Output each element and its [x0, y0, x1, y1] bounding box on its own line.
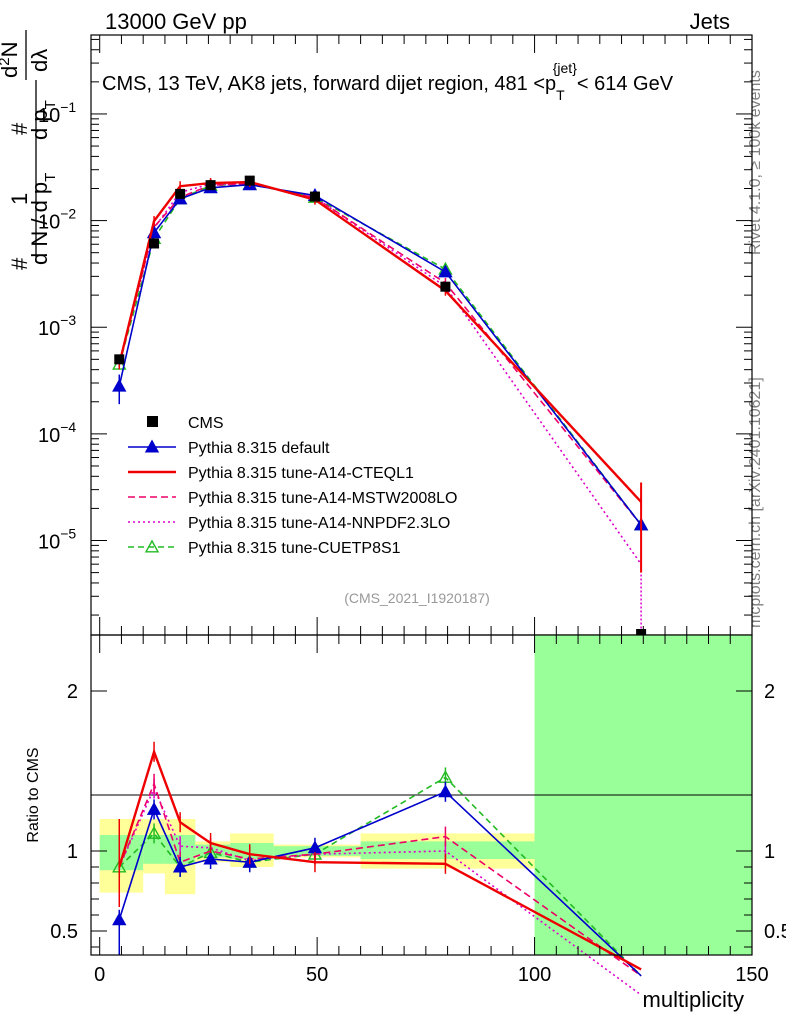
- header-process: 13000 GeV pp: [105, 9, 247, 34]
- cms-data-point: [244, 175, 255, 186]
- ratio-frame: [90, 634, 753, 956]
- x-axis-label: multiplicity: [643, 987, 744, 1012]
- cms-data-point: [309, 191, 320, 202]
- legend: CMS Pythia 8.315 default Pythia 8.315 tune…: [128, 415, 457, 557]
- ratio-line-0: [118, 790, 642, 977]
- svg-text:d pT: d pT: [27, 100, 59, 140]
- cms-data-point: [205, 180, 216, 191]
- main-panel: 10−5 10−4 10−3 10−2 10−1 CMS, 13 TeV, AK8 je…: [38, 34, 753, 639]
- x-tick-label: 0: [94, 964, 105, 986]
- main-ylabel: # 1 d N / d pT # d pT d2N dλ: [0, 30, 59, 270]
- ratio-line-1: [118, 748, 642, 971]
- x-tick-label: 150: [735, 964, 768, 986]
- ratio-line-4: [118, 776, 642, 977]
- ratio-point: [146, 801, 162, 815]
- x-tick-label: 50: [306, 964, 328, 986]
- ratio-point: [172, 859, 188, 873]
- legend-label: Pythia 8.315 default: [188, 440, 330, 457]
- svg-text:d N / d pT: d N / d pT: [27, 173, 59, 265]
- series-line-3: [118, 182, 642, 526]
- ratio-ylabel: Ratio to CMS: [25, 747, 42, 842]
- legend-label: Pythia 8.315 tune-CUETP8S1: [188, 540, 401, 557]
- svg-text:1: 1: [7, 193, 32, 205]
- y-tick-label: 10−1: [38, 99, 76, 127]
- uncertainty-band-inner: [143, 835, 165, 864]
- ratio-line-2: [118, 781, 642, 977]
- ratio-point: [146, 825, 162, 839]
- ratio-point: [438, 784, 453, 798]
- data-point: [438, 264, 453, 278]
- series-line-1: [118, 183, 642, 526]
- cms-data-point: [440, 281, 451, 292]
- plot-title: CMS, 13 TeV, AK8 jets, forward dijet reg…: [102, 60, 674, 103]
- y-tick-label: 10−4: [38, 419, 76, 447]
- cms-data-point: [149, 238, 160, 249]
- ratio-y-tick-label: 1: [67, 841, 78, 863]
- ratio-y-tick-label: 0.5: [50, 921, 78, 943]
- legend-marker: [144, 539, 160, 553]
- legend-marker: [147, 416, 158, 427]
- y-tick-label: 10−2: [38, 206, 76, 234]
- svg-text:d2N: d2N: [0, 42, 22, 78]
- cms-data-point: [175, 188, 186, 199]
- mcplots-label: mcplots.cern.ch [arXiv:2401.10621]: [747, 377, 764, 628]
- series-line-2: [118, 180, 642, 503]
- x-tick-label: 100: [518, 964, 551, 986]
- y-tick-label: 10−5: [38, 526, 76, 554]
- legend-label: Pythia 8.315 tune-A14-CTEQL1: [188, 465, 414, 482]
- legend-label: CMS: [188, 415, 224, 432]
- ratio-panel: 0.5 0.5 1 1 2 2 0 50 100 150 Ratio to CMS multip…: [25, 634, 786, 1012]
- y-tick-label: 10−3: [38, 312, 76, 340]
- ratio-y-tick-label: 2: [67, 681, 78, 703]
- uncertainty-band-inner: [360, 841, 535, 859]
- ratio-y-tick-label: 2: [764, 681, 775, 703]
- rivet-version-label: Rivet 4.1.0, ≥ 100k events: [747, 70, 764, 255]
- svg-text:#: #: [7, 257, 32, 270]
- svg-text:dλ: dλ: [27, 49, 52, 72]
- header-category: Jets: [690, 9, 730, 34]
- ratio-point: [203, 851, 218, 865]
- legend-label: Pythia 8.315 tune-A14-MSTW2008LO: [188, 490, 457, 507]
- ratio-y-tick-label: 0.5: [764, 921, 786, 943]
- legend-label: Pythia 8.315 tune-A14-NNPDF2.3LO: [188, 515, 450, 532]
- ratio-y-tick-label: 1: [764, 841, 775, 863]
- cms-data-point: [114, 354, 125, 365]
- svg-text:#: #: [7, 122, 32, 135]
- legend-marker: [144, 439, 160, 453]
- cms-data-point: [636, 629, 647, 639]
- analysis-id: (CMS_2021_I1920187): [344, 590, 490, 606]
